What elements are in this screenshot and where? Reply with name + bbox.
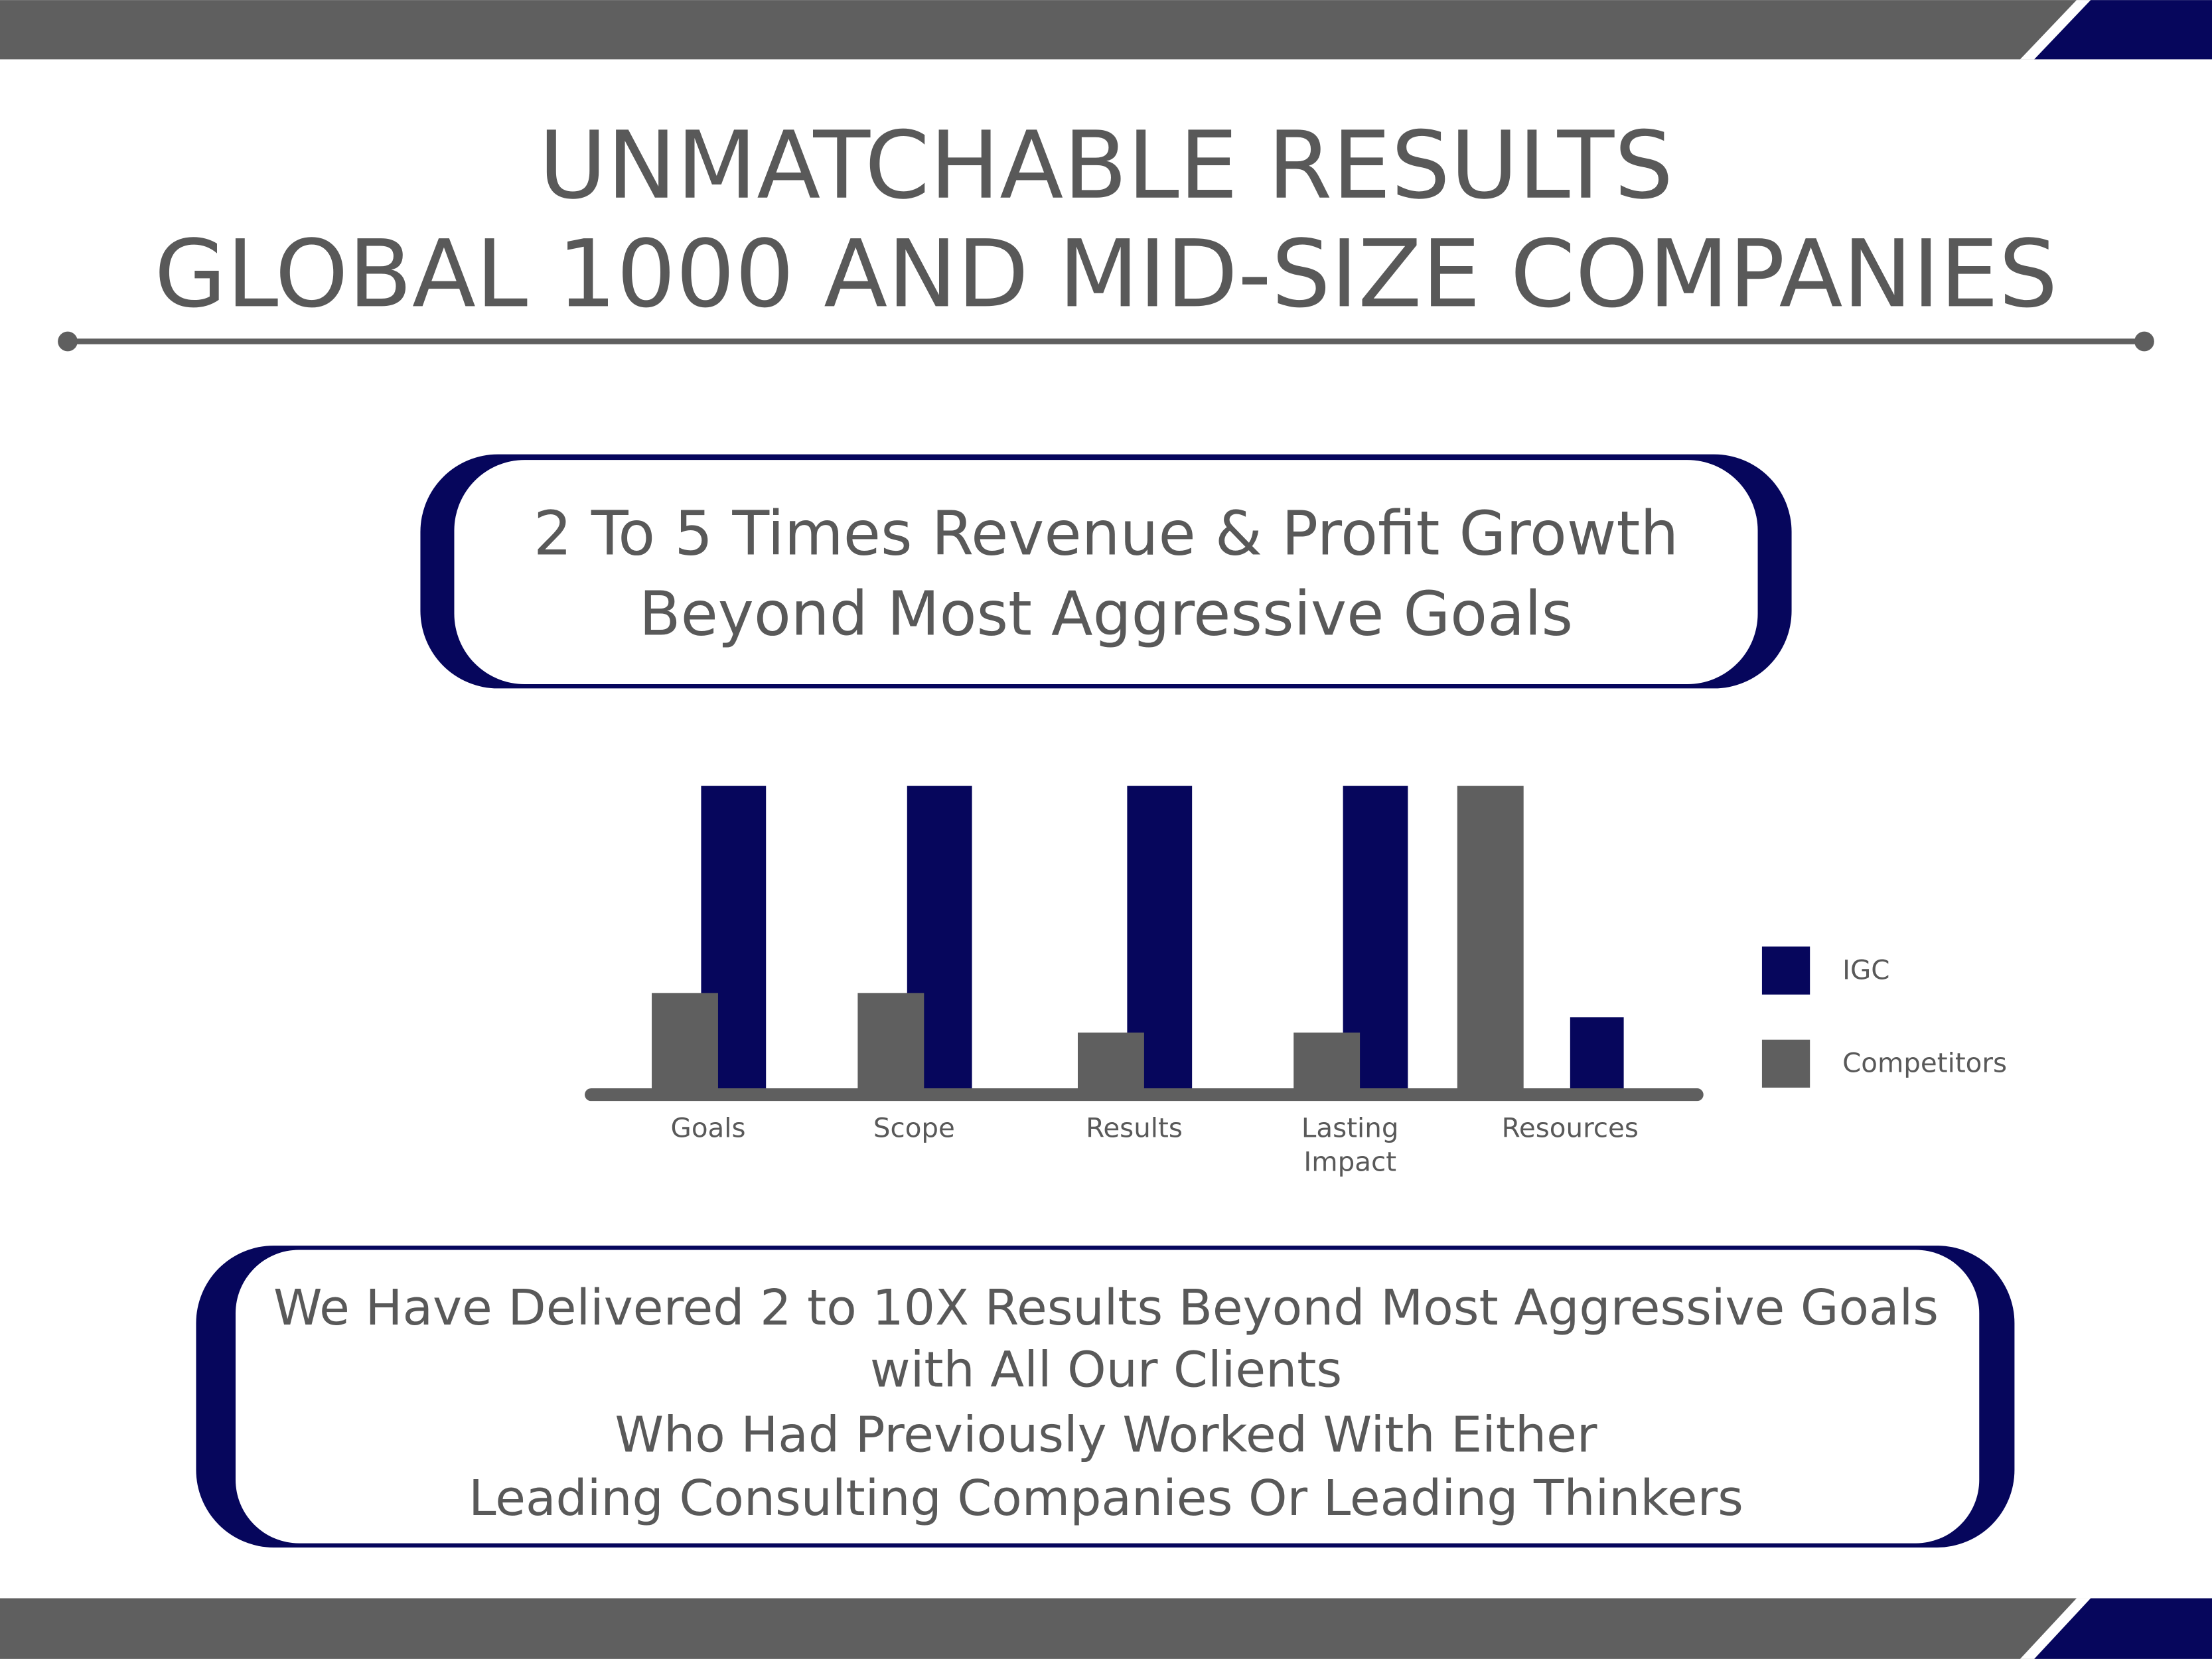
x-tick-label: Goals [670,1113,746,1145]
title: GLOBAL 1000 AND MID-SIZE COMPANIES [154,220,2057,328]
legend-label: IGC [1842,954,1889,985]
callout-text: Beyond Most Aggressive Goals [639,579,1573,650]
legend-swatch [1761,946,1810,995]
x-tick-label-box: Results [1086,1113,1183,1145]
divider-dot [2134,331,2154,352]
x-tick-label-box: Scope [873,1113,955,1145]
footer-text: Leading Consulting Companies Or Leading … [469,1469,1743,1527]
bar [1457,786,1524,1091]
bottom-bar [0,1598,2212,1659]
x-tick-label-box: Goals [670,1113,746,1145]
x-tick-label-box: Lasting Impact [1301,1113,1399,1179]
chart: Goals Scope Results Lasting Impact Resources… [585,786,2007,1179]
footer-box [235,1250,1980,1544]
top-bar [0,0,2212,60]
top-corner [2034,0,2212,60]
x-tick-label: Scope [873,1113,955,1145]
x-tick-label-box: Resources [1501,1113,1639,1145]
callout-text: 2 To 5 Times Revenue & Profit Growth [534,498,1679,569]
x-tick-label: Resources [1501,1113,1639,1145]
footer-text: We Have Delivered 2 to 10X Results Beyon… [273,1279,1939,1336]
x-tick-label: Results [1086,1113,1183,1145]
footer-text: with All Our Clients [870,1341,1342,1399]
x-tick-label: Lasting Impact [1301,1113,1399,1179]
bar [1077,1033,1144,1091]
bottom-corner [2034,1598,2212,1659]
legend-swatch [1761,1039,1810,1088]
bar [1570,1017,1624,1091]
bar [1293,1033,1361,1091]
footer-text: Who Had Previously Worked With Either [615,1406,1597,1463]
callout-box [454,460,1758,685]
legend-label: Competitors [1842,1048,2007,1079]
bar [857,993,924,1091]
title: UNMATCHABLE RESULTS [539,112,1674,220]
bar [652,993,718,1091]
divider-dot [58,331,78,352]
